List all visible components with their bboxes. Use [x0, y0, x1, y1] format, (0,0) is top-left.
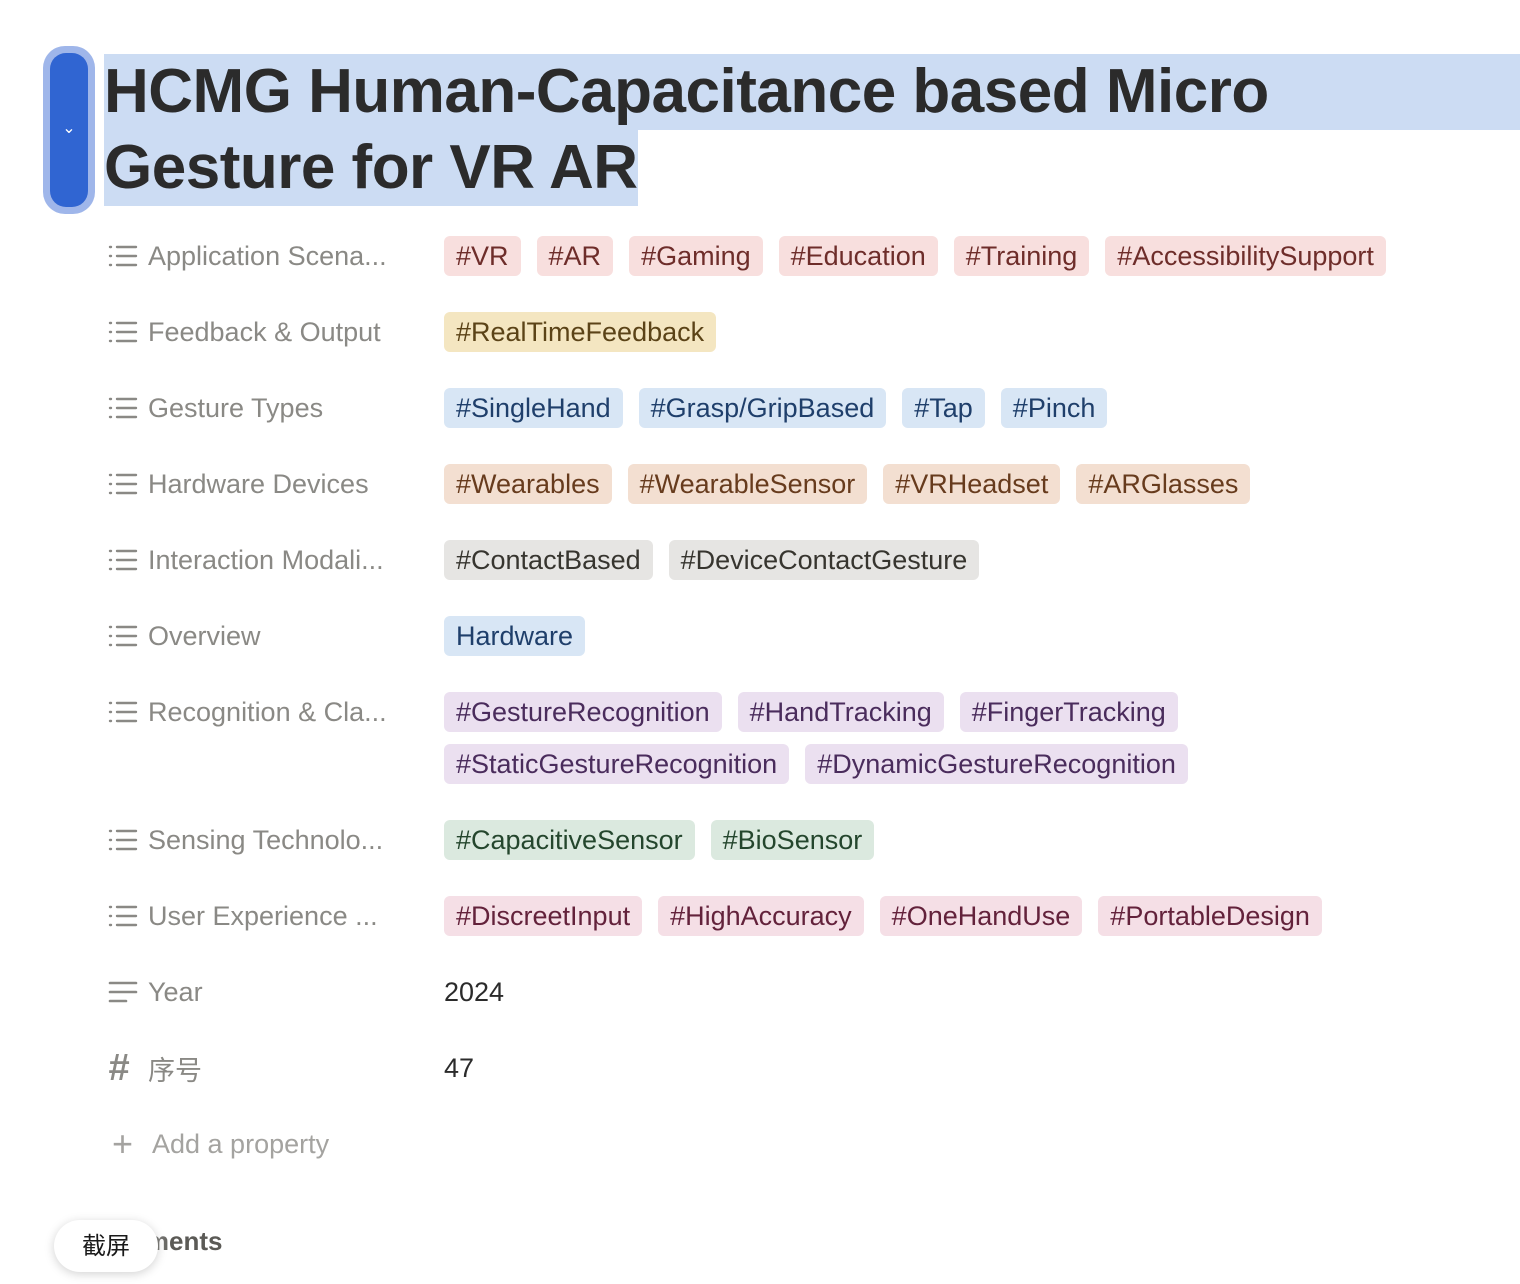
property-row: User Experience ... #DiscreetInput #HighAc…	[108, 892, 1508, 968]
page-title-line-2: Gesture for VR AR	[104, 130, 638, 206]
property-row: Interaction Modali... #ContactBased #Devic…	[108, 536, 1508, 612]
block-drag-handle-button[interactable]: ⌄	[50, 53, 88, 207]
property-label-text: Year	[148, 976, 203, 1007]
list-icon	[108, 536, 140, 584]
property-label[interactable]: Recognition & Cla...	[108, 688, 444, 736]
hash-icon: #	[108, 1047, 130, 1089]
property-label-text: User Experience ...	[148, 900, 378, 931]
text-lines-icon	[108, 968, 140, 1016]
tag-chip[interactable]: #Tap	[902, 388, 985, 428]
tag-chip[interactable]: #GestureRecognition	[444, 692, 722, 732]
tag-chip[interactable]: #Education	[778, 236, 938, 276]
property-label-text: Sensing Technolo...	[148, 824, 384, 855]
chevron-down-icon: ⌄	[62, 120, 76, 137]
property-label[interactable]: Application Scena...	[108, 232, 444, 280]
property-row: Overview Hardware	[108, 612, 1508, 688]
property-value[interactable]: 47	[444, 1044, 1454, 1088]
property-label-text: Interaction Modali...	[148, 544, 384, 575]
list-icon	[108, 308, 140, 356]
tag-chip[interactable]: #FingerTracking	[959, 692, 1178, 732]
property-label-text: Application Scena...	[148, 240, 387, 271]
properties-list: Application Scena... #VR #AR #Gaming #Educat…	[108, 232, 1508, 1168]
tag-chip[interactable]: #ContactBased	[444, 540, 653, 580]
property-row: Recognition & Cla... #GestureRecognition #…	[108, 688, 1508, 816]
property-row: Feedback & Output #RealTimeFeedback	[108, 308, 1508, 384]
property-value[interactable]: #VR #AR #Gaming #Education #Training #Accessi…	[444, 232, 1454, 276]
property-label[interactable]: User Experience ...	[108, 892, 444, 940]
page-title[interactable]: HCMG Human-Capacitance based Micro Gestu…	[104, 54, 1520, 206]
tag-chip[interactable]: #CapacitiveSensor	[444, 820, 695, 860]
property-label-text: Feedback & Output	[148, 316, 381, 347]
list-icon	[108, 892, 140, 940]
property-value[interactable]: #GestureRecognition #HandTracking #FingerT…	[444, 688, 1454, 784]
property-label[interactable]: Overview	[108, 612, 444, 660]
tag-chip[interactable]: #DeviceContactGesture	[668, 540, 980, 580]
property-value[interactable]: #DiscreetInput #HighAccuracy #OneHandUse #P…	[444, 892, 1454, 936]
property-value-text: 47	[444, 1053, 475, 1083]
property-value[interactable]: #SingleHand #Grasp/GripBased #Tap #Pinch	[444, 384, 1454, 428]
property-label[interactable]: Year	[108, 968, 444, 1016]
tag-chip[interactable]: #Training	[953, 236, 1090, 276]
property-value[interactable]: 2024	[444, 968, 1454, 1012]
property-label[interactable]: # 序号	[108, 1044, 444, 1092]
tag-chip[interactable]: #Pinch	[1000, 388, 1108, 428]
tag-chip[interactable]: #HandTracking	[737, 692, 944, 732]
list-icon	[108, 460, 140, 508]
tag-chip[interactable]: #HighAccuracy	[658, 896, 864, 936]
tag-chip[interactable]: #WearableSensor	[627, 464, 868, 504]
tag-chip[interactable]: #RealTimeFeedback	[444, 312, 717, 352]
tag-chip[interactable]: #VRHeadset	[883, 464, 1061, 504]
tag-chip[interactable]: #Wearables	[444, 464, 612, 504]
add-property-button[interactable]: + Add a property	[112, 1120, 1508, 1168]
tag-chip[interactable]: #BioSensor	[710, 820, 875, 860]
property-label-text: Hardware Devices	[148, 468, 369, 499]
property-row: Gesture Types #SingleHand #Grasp/GripBased…	[108, 384, 1508, 460]
list-icon	[108, 816, 140, 864]
tag-chip[interactable]: #DiscreetInput	[444, 896, 643, 936]
list-icon	[108, 612, 140, 660]
list-icon	[108, 232, 140, 280]
tag-chip[interactable]: #ARGlasses	[1076, 464, 1251, 504]
add-property-label: Add a property	[152, 1128, 330, 1159]
tag-chip[interactable]: #AccessibilitySupport	[1105, 236, 1386, 276]
property-label[interactable]: Gesture Types	[108, 384, 444, 432]
list-icon	[108, 384, 140, 432]
property-label-text: Overview	[148, 620, 261, 651]
block-drag-handle[interactable]: ⌄	[43, 46, 95, 214]
property-row: Year 2024	[108, 968, 1508, 1044]
screenshot-tooltip[interactable]: 截屏	[54, 1220, 158, 1272]
tag-chip[interactable]: #VR	[444, 236, 521, 276]
tag-chip[interactable]: #StaticGestureRecognition	[444, 744, 790, 784]
tag-chip[interactable]: #SingleHand	[444, 388, 623, 428]
plus-icon: +	[112, 1123, 134, 1164]
property-row: # 序号 47	[108, 1044, 1508, 1120]
tag-chip[interactable]: #AR	[536, 236, 614, 276]
property-label[interactable]: Sensing Technolo...	[108, 816, 444, 864]
property-label[interactable]: Feedback & Output	[108, 308, 444, 356]
property-label[interactable]: Hardware Devices	[108, 460, 444, 508]
property-value[interactable]: #RealTimeFeedback	[444, 308, 1454, 352]
property-row: Application Scena... #VR #AR #Gaming #Educat…	[108, 232, 1508, 308]
page-title-line-1: HCMG Human-Capacitance based Micro	[104, 54, 1520, 130]
property-value[interactable]: #ContactBased #DeviceContactGesture	[444, 536, 1454, 580]
property-row: Hardware Devices #Wearables #WearableSenso…	[108, 460, 1508, 536]
tag-chip[interactable]: #OneHandUse	[879, 896, 1083, 936]
property-label[interactable]: Interaction Modali...	[108, 536, 444, 584]
list-icon	[108, 688, 140, 736]
tag-chip[interactable]: #DynamicGestureRecognition	[805, 744, 1188, 784]
property-row: Sensing Technolo... #CapacitiveSensor #Bio…	[108, 816, 1508, 892]
property-label-text: Recognition & Cla...	[148, 696, 387, 727]
property-label-text: Gesture Types	[148, 392, 324, 423]
tag-chip[interactable]: #PortableDesign	[1098, 896, 1322, 936]
property-value[interactable]: #Wearables #WearableSensor #VRHeadset #ARGl…	[444, 460, 1454, 504]
property-label-text: 序号	[148, 1055, 202, 1086]
property-value-text: 2024	[444, 977, 505, 1007]
tag-chip[interactable]: #Gaming	[629, 236, 763, 276]
tag-chip[interactable]: Hardware	[444, 616, 586, 656]
tag-chip[interactable]: #Grasp/GripBased	[638, 388, 887, 428]
property-value[interactable]: Hardware	[444, 612, 1454, 656]
property-value[interactable]: #CapacitiveSensor #BioSensor	[444, 816, 1454, 860]
